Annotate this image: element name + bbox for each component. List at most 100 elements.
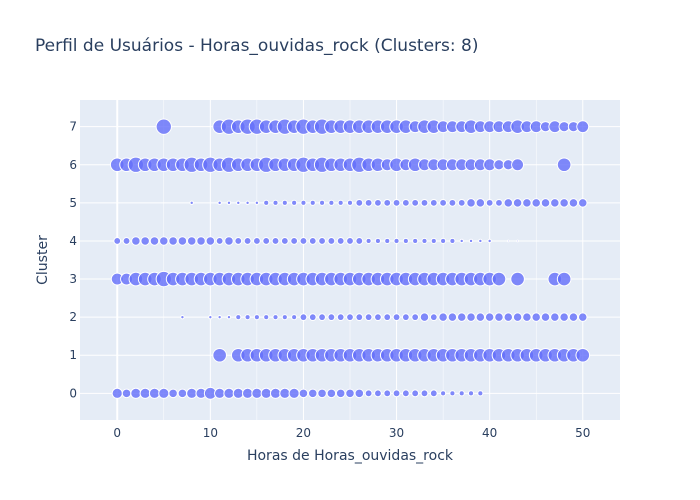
scatter-point[interactable] xyxy=(429,198,438,207)
scatter-point[interactable] xyxy=(475,312,486,322)
scatter-point[interactable] xyxy=(439,198,448,207)
scatter-point[interactable] xyxy=(131,236,141,246)
scatter-point[interactable] xyxy=(291,314,298,321)
scatter-point[interactable] xyxy=(440,390,447,397)
scatter-point[interactable] xyxy=(168,236,178,246)
scatter-point[interactable] xyxy=(364,389,373,398)
scatter-point[interactable] xyxy=(401,313,410,322)
scatter-point[interactable] xyxy=(177,236,188,246)
scatter-point[interactable] xyxy=(401,389,410,398)
scatter-point[interactable] xyxy=(245,200,250,206)
scatter-point[interactable] xyxy=(215,237,224,245)
scatter-point[interactable] xyxy=(355,313,364,322)
scatter-point[interactable] xyxy=(449,390,456,397)
scatter-point[interactable] xyxy=(189,200,194,206)
scatter-point[interactable] xyxy=(318,237,326,245)
scatter-point[interactable] xyxy=(232,387,244,399)
scatter-point[interactable] xyxy=(308,388,318,399)
scatter-point[interactable] xyxy=(251,387,263,399)
scatter-point[interactable] xyxy=(522,198,532,208)
scatter-point[interactable] xyxy=(578,312,588,322)
scatter-point[interactable] xyxy=(354,388,365,399)
scatter-point[interactable] xyxy=(319,199,326,206)
scatter-point[interactable] xyxy=(383,313,392,322)
scatter-point[interactable] xyxy=(217,314,222,320)
scatter-point[interactable] xyxy=(459,238,464,244)
scatter-point[interactable] xyxy=(506,239,510,243)
scatter-point[interactable] xyxy=(392,198,401,207)
scatter-point[interactable] xyxy=(401,198,410,207)
scatter-point[interactable] xyxy=(159,236,169,246)
scatter-point[interactable] xyxy=(279,387,291,399)
scatter-point[interactable] xyxy=(556,157,572,173)
scatter-point[interactable] xyxy=(364,198,373,207)
scatter-point[interactable] xyxy=(550,198,560,208)
scatter-point[interactable] xyxy=(346,237,354,245)
scatter-point[interactable] xyxy=(484,312,495,322)
scatter-point[interactable] xyxy=(365,237,372,245)
scatter-point[interactable] xyxy=(487,238,492,244)
scatter-point[interactable] xyxy=(374,313,382,322)
scatter-point[interactable] xyxy=(531,198,541,208)
scatter-point[interactable] xyxy=(346,199,354,206)
scatter-point[interactable] xyxy=(448,198,457,207)
scatter-point[interactable] xyxy=(466,198,476,208)
scatter-point[interactable] xyxy=(503,198,514,208)
scatter-point[interactable] xyxy=(512,198,523,208)
scatter-point[interactable] xyxy=(244,314,251,321)
scatter-point[interactable] xyxy=(411,389,420,398)
scatter-point[interactable] xyxy=(411,198,420,207)
scatter-point[interactable] xyxy=(468,238,474,244)
scatter-point[interactable] xyxy=(148,387,161,399)
scatter-point[interactable] xyxy=(449,237,456,245)
scatter-point[interactable] xyxy=(429,313,438,322)
scatter-point[interactable] xyxy=(252,237,261,245)
scatter-point[interactable] xyxy=(186,236,197,246)
scatter-point[interactable] xyxy=(336,237,345,245)
scatter-point[interactable] xyxy=(335,388,346,399)
scatter-point[interactable] xyxy=(495,198,503,207)
scatter-point[interactable] xyxy=(336,313,345,322)
scatter-point[interactable] xyxy=(559,312,569,322)
scatter-point[interactable] xyxy=(575,347,591,363)
scatter-point[interactable] xyxy=(421,237,428,245)
scatter-point[interactable] xyxy=(392,389,401,398)
scatter-point[interactable] xyxy=(298,388,309,399)
scatter-point[interactable] xyxy=(299,313,308,322)
scatter-point[interactable] xyxy=(503,312,514,322)
scatter-point[interactable] xyxy=(478,238,483,244)
scatter-point[interactable] xyxy=(260,387,272,399)
scatter-point[interactable] xyxy=(290,237,299,245)
scatter-point[interactable] xyxy=(318,313,326,322)
scatter-point[interactable] xyxy=(374,198,382,207)
scatter-point[interactable] xyxy=(214,387,226,399)
scatter-point[interactable] xyxy=(420,198,429,207)
scatter-point[interactable] xyxy=(558,121,570,133)
scatter-point[interactable] xyxy=(291,199,298,206)
scatter-point[interactable] xyxy=(262,237,271,245)
scatter-point[interactable] xyxy=(224,236,234,246)
scatter-point[interactable] xyxy=(494,312,504,322)
scatter-point[interactable] xyxy=(280,237,289,245)
scatter-point[interactable] xyxy=(531,312,541,322)
scatter-point[interactable] xyxy=(540,312,551,322)
scatter-point[interactable] xyxy=(223,387,235,399)
scatter-point[interactable] xyxy=(309,199,316,206)
scatter-point[interactable] xyxy=(393,237,400,245)
scatter-point[interactable] xyxy=(326,388,337,399)
scatter-point[interactable] xyxy=(241,387,254,399)
scatter-point[interactable] xyxy=(516,239,519,243)
scatter-point[interactable] xyxy=(269,387,282,399)
scatter-point[interactable] xyxy=(411,313,420,322)
scatter-point[interactable] xyxy=(384,237,391,245)
scatter-point[interactable] xyxy=(121,388,132,399)
scatter-point[interactable] xyxy=(196,236,206,246)
scatter-point[interactable] xyxy=(466,312,476,322)
scatter-point[interactable] xyxy=(512,312,523,322)
scatter-point[interactable] xyxy=(556,271,572,287)
scatter-point[interactable] xyxy=(559,198,569,208)
scatter-point[interactable] xyxy=(429,389,438,398)
scatter-point[interactable] xyxy=(300,199,307,206)
scatter-point[interactable] xyxy=(177,388,188,399)
scatter-point[interactable] xyxy=(491,271,507,287)
